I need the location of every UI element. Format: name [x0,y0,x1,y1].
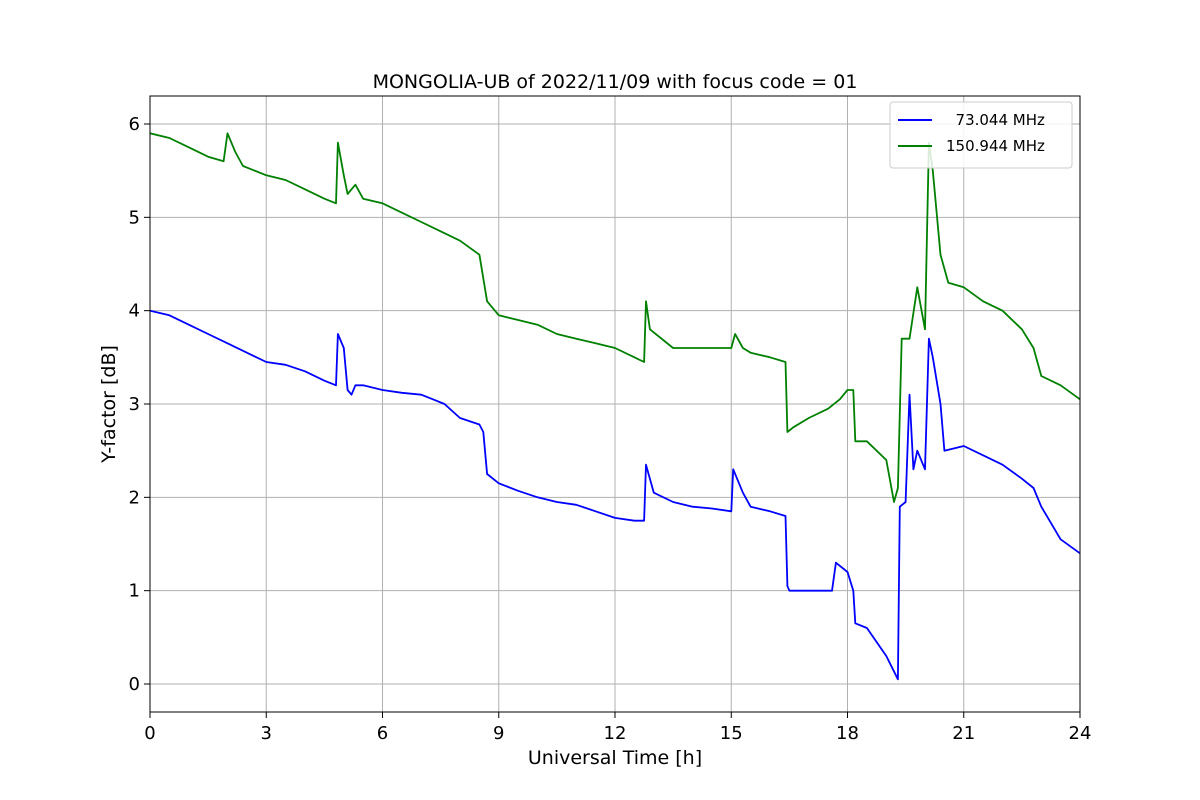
y-tick-label: 5 [129,207,140,228]
x-tick-label: 15 [720,723,743,744]
legend-label-0: 73.044 MHz [946,111,1045,129]
y-tick-label: 3 [129,394,140,415]
y-tick-label: 2 [129,487,140,508]
legend-box [889,101,1073,169]
x-tick-label: 0 [144,723,155,744]
y-tick-label: 4 [129,301,140,322]
series-layer [150,132,1080,681]
x-axis-label: Universal Time [h] [528,747,702,769]
y-tick-label: 6 [129,114,140,135]
x-tick-label: 18 [836,723,859,744]
y-tick-label: 1 [129,581,140,602]
y-axis-label: Y-factor [dB] [98,345,120,464]
series-line-1 [150,132,1080,503]
x-tick-label: 24 [1069,723,1092,744]
x-tick-label: 12 [604,723,627,744]
legend: 73.044 MHz 150.944 MHz [889,101,1073,169]
series-line-0 [150,309,1080,681]
x-tick-label: 21 [952,723,975,744]
x-tick-label: 6 [377,723,388,744]
x-tick-label: 3 [261,723,272,744]
legend-label-1: 150.944 MHz [946,137,1045,155]
x-tick-label: 9 [493,723,504,744]
chart-title: MONGOLIA-UB of 2022/11/09 with focus cod… [373,71,858,93]
y-tick-label: 0 [129,674,140,695]
